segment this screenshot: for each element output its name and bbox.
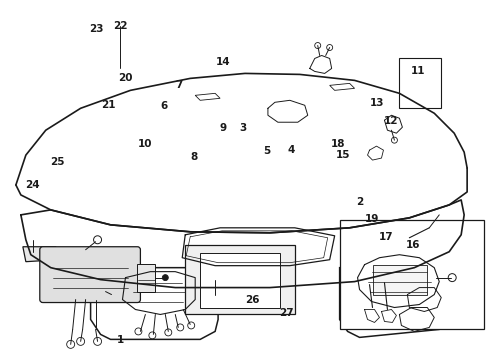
Text: 20: 20 — [118, 73, 133, 83]
FancyBboxPatch shape — [40, 247, 141, 302]
Bar — [372, 265, 427, 294]
Text: 3: 3 — [239, 123, 246, 133]
Text: 16: 16 — [406, 239, 420, 249]
Text: 12: 12 — [384, 116, 399, 126]
Circle shape — [162, 275, 168, 280]
Text: 7: 7 — [175, 80, 183, 90]
Bar — [185, 245, 295, 315]
Text: 13: 13 — [369, 98, 384, 108]
Text: 11: 11 — [411, 66, 425, 76]
Text: 4: 4 — [288, 144, 295, 154]
Bar — [399, 58, 441, 108]
Circle shape — [100, 289, 106, 294]
Text: 18: 18 — [330, 139, 345, 149]
Text: 23: 23 — [89, 24, 103, 35]
Text: 5: 5 — [263, 146, 270, 156]
Text: 22: 22 — [113, 21, 128, 31]
Text: 1: 1 — [117, 334, 124, 345]
Text: 17: 17 — [379, 232, 394, 242]
Bar — [200, 253, 280, 307]
Text: 21: 21 — [101, 100, 116, 110]
Text: 15: 15 — [335, 150, 350, 160]
Text: 25: 25 — [50, 157, 64, 167]
Text: 19: 19 — [365, 215, 379, 224]
Text: 26: 26 — [245, 295, 260, 305]
Text: 9: 9 — [220, 123, 226, 133]
Text: 27: 27 — [279, 308, 294, 318]
Polygon shape — [23, 247, 59, 262]
Bar — [137, 264, 155, 292]
Text: 10: 10 — [138, 139, 152, 149]
Text: 14: 14 — [216, 57, 230, 67]
Text: 24: 24 — [25, 180, 40, 190]
Text: 8: 8 — [190, 152, 197, 162]
Text: 2: 2 — [356, 197, 363, 207]
Bar — [340, 220, 484, 329]
Text: 6: 6 — [161, 102, 168, 112]
